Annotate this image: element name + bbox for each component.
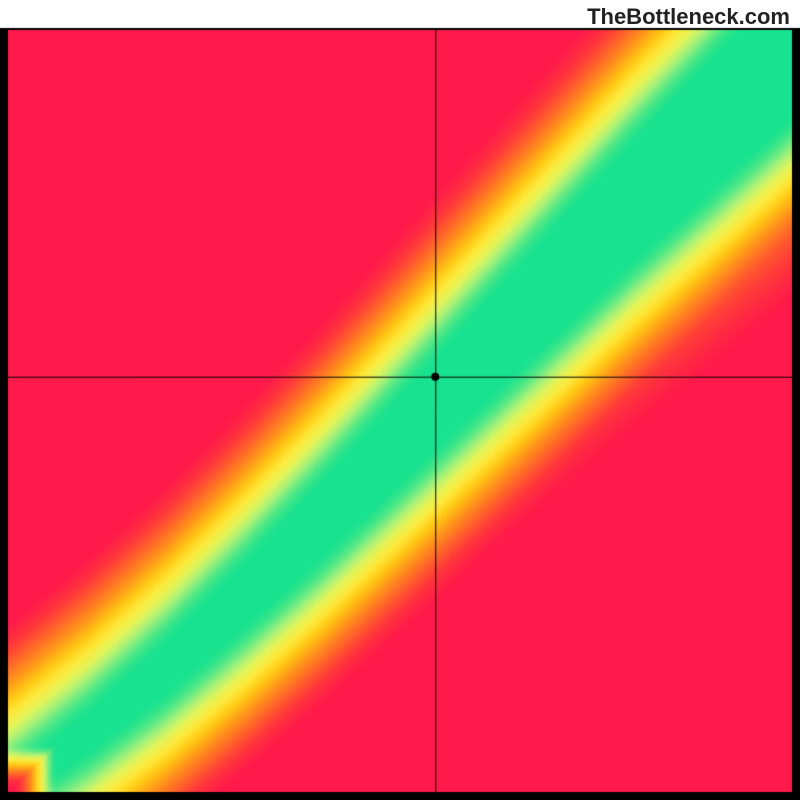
chart-container: TheBottleneck.com xyxy=(0,0,800,800)
watermark-text: TheBottleneck.com xyxy=(587,4,790,30)
heatmap-canvas xyxy=(0,0,800,800)
